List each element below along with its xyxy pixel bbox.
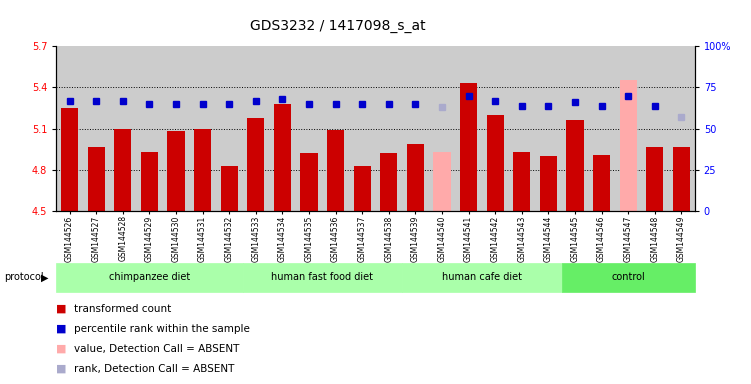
Bar	[247, 118, 264, 211]
Bar	[508, 46, 535, 211]
Text: ■: ■	[56, 324, 67, 334]
Text: ▶: ▶	[41, 272, 49, 283]
Bar	[593, 155, 611, 211]
Bar	[61, 108, 78, 211]
Text: chimpanzee diet: chimpanzee diet	[109, 272, 190, 283]
Bar	[83, 46, 110, 211]
Bar	[562, 46, 588, 211]
Bar	[429, 46, 455, 211]
Bar	[327, 130, 344, 211]
Bar	[455, 46, 482, 211]
Text: ■: ■	[56, 344, 67, 354]
Bar	[167, 131, 185, 211]
Bar	[136, 46, 163, 211]
Bar	[140, 152, 158, 211]
Bar	[354, 166, 371, 211]
Text: percentile rank within the sample: percentile rank within the sample	[74, 324, 249, 334]
Text: ■: ■	[56, 304, 67, 314]
Bar	[482, 46, 508, 211]
Bar	[221, 166, 238, 211]
Bar	[349, 46, 376, 211]
Bar	[535, 46, 562, 211]
Bar	[194, 129, 211, 211]
Text: ■: ■	[56, 364, 67, 374]
Bar	[376, 46, 402, 211]
Bar	[460, 83, 477, 211]
Text: control: control	[611, 272, 645, 283]
Bar	[269, 46, 296, 211]
Bar	[56, 46, 83, 211]
Bar	[163, 46, 189, 211]
Bar	[668, 46, 695, 211]
Bar	[620, 81, 637, 211]
Bar	[402, 46, 429, 211]
Bar	[646, 147, 663, 211]
Bar	[566, 120, 584, 211]
Bar	[673, 147, 690, 211]
Text: rank, Detection Call = ABSENT: rank, Detection Call = ABSENT	[74, 364, 234, 374]
Text: human cafe diet: human cafe diet	[442, 272, 522, 283]
Bar	[110, 46, 136, 211]
Bar	[641, 46, 668, 211]
Text: GDS3232 / 1417098_s_at: GDS3232 / 1417098_s_at	[250, 19, 426, 33]
Bar	[114, 129, 131, 211]
Bar	[588, 46, 615, 211]
Bar	[189, 46, 216, 211]
Bar	[407, 144, 424, 211]
Text: protocol: protocol	[4, 272, 44, 283]
Bar	[540, 156, 557, 211]
Text: human fast food diet: human fast food diet	[271, 272, 373, 283]
Text: value, Detection Call = ABSENT: value, Detection Call = ABSENT	[74, 344, 239, 354]
Bar	[243, 46, 269, 211]
Bar	[300, 154, 318, 211]
Text: transformed count: transformed count	[74, 304, 170, 314]
Bar	[513, 152, 530, 211]
Bar	[274, 104, 291, 211]
Bar	[216, 46, 243, 211]
Bar	[487, 115, 504, 211]
Bar	[380, 154, 397, 211]
Bar	[322, 46, 349, 211]
Bar	[615, 46, 641, 211]
Bar	[433, 152, 451, 211]
Bar	[296, 46, 322, 211]
Bar	[88, 147, 105, 211]
